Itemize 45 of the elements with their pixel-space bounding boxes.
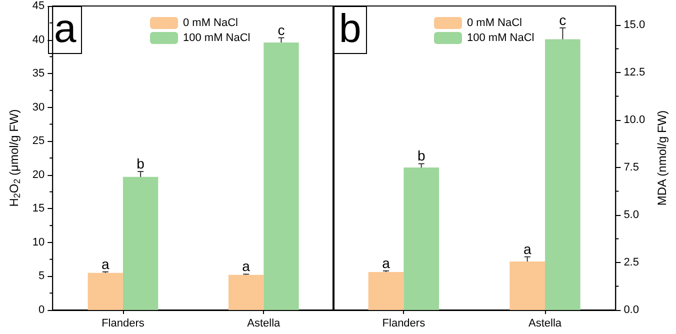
legend-label: 0 mM NaCl xyxy=(183,17,238,29)
data-label: b xyxy=(136,156,145,172)
data-label: a xyxy=(101,256,110,272)
bar xyxy=(545,39,580,310)
y2-tick-label: 0.0 xyxy=(624,304,639,316)
y-tick-label: 15 xyxy=(32,202,45,215)
y2-tick-label: 12.5 xyxy=(624,66,646,78)
data-label: b xyxy=(417,148,426,164)
chart-title: b xyxy=(339,7,362,51)
data-label: a xyxy=(242,258,250,274)
y-tick-label: 0 xyxy=(38,304,45,316)
x-tick-label: Astella xyxy=(528,318,562,330)
legend-label: 100 mM NaCl xyxy=(467,32,534,44)
data-label: c xyxy=(559,12,566,28)
y2-tick-label: 2.5 xyxy=(624,256,639,268)
y-tick-label: 5 xyxy=(38,270,45,282)
chart-title: a xyxy=(54,7,77,51)
bar xyxy=(122,176,158,310)
y2-axis-title: MDA (nmol/g FW) xyxy=(655,110,669,206)
y-tick-label: 35 xyxy=(32,68,45,80)
data-label: a xyxy=(382,254,390,271)
y-tick-label: 45 xyxy=(32,0,45,12)
bar xyxy=(264,42,299,310)
bar xyxy=(88,272,123,310)
x-tick-label: Astella xyxy=(247,318,282,330)
bar xyxy=(368,272,404,310)
legend-label: 100 mM NaCl xyxy=(183,32,250,44)
x-tick-label: Flanders xyxy=(382,318,426,330)
bar xyxy=(404,168,440,310)
y2-tick-label: 7.5 xyxy=(624,162,639,174)
y-tick-label: 10 xyxy=(32,236,45,248)
y2-tick-label: 5.0 xyxy=(624,209,639,221)
x-tick-label: Flanders xyxy=(102,318,145,330)
y-tick-label: 30 xyxy=(32,101,45,114)
bar xyxy=(510,262,546,310)
y-tick-label: 25 xyxy=(32,135,45,148)
y-tick-label: 20 xyxy=(32,168,45,181)
y-axis-title: H2O2 (μmol/g FW) xyxy=(7,109,22,207)
y2-tick-label: 10.0 xyxy=(624,114,646,126)
y-tick-label: 40 xyxy=(32,34,45,46)
legend-label: 0 mM NaCl xyxy=(467,17,522,29)
y2-tick-label: 15.0 xyxy=(624,19,646,31)
bar xyxy=(228,274,264,310)
data-label: c xyxy=(278,22,285,38)
data-label: a xyxy=(523,240,532,257)
